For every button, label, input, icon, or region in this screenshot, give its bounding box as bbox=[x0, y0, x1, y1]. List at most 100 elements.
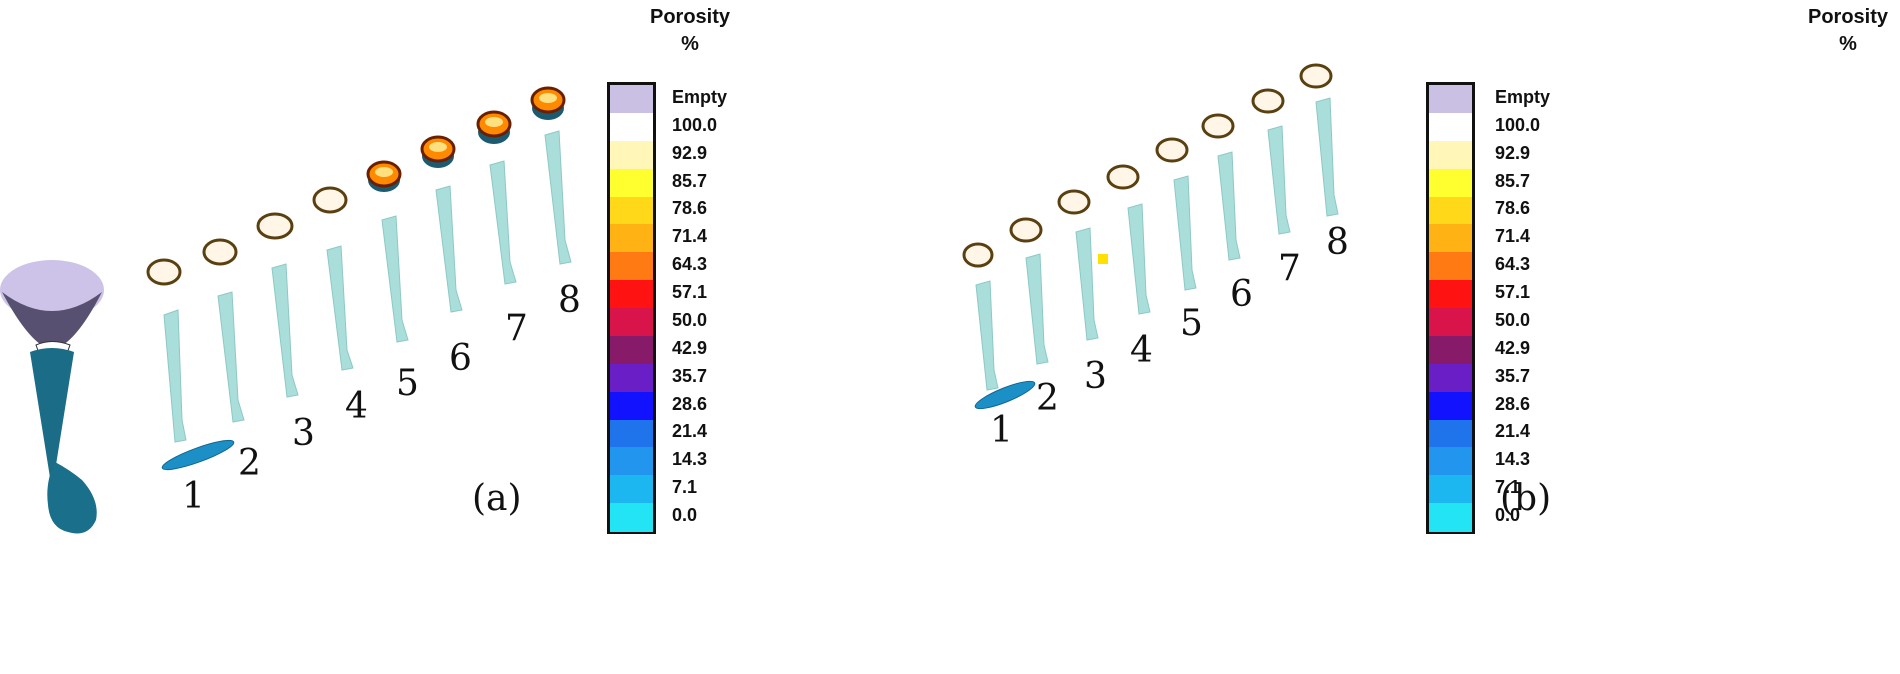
legend-a-label-level-6: 57.1 bbox=[672, 282, 708, 303]
panel-a: 1 2 3 4 5 6 7 8 (a) Porosity % Empty 100.… bbox=[0, 0, 762, 674]
panel-b-label: (b) bbox=[1500, 478, 1552, 519]
cap-7 bbox=[1251, 88, 1285, 114]
cap-5 bbox=[1155, 137, 1189, 163]
legend-a-label-level-10: 28.6 bbox=[672, 393, 708, 414]
legend-b-swatch-level-12 bbox=[1429, 447, 1472, 476]
legend-b-label-level-0: 100.0 bbox=[1495, 114, 1541, 135]
specimen-label-1: 1 bbox=[990, 410, 1013, 451]
legend-b-label-level-6: 57.1 bbox=[1495, 282, 1531, 303]
legend-a-title: Porosity % bbox=[640, 4, 740, 58]
legend-b-swatch-level-2 bbox=[1429, 168, 1472, 197]
rod-4 bbox=[1127, 203, 1151, 315]
rods bbox=[163, 130, 572, 443]
legend-b-swatch-level-7 bbox=[1429, 308, 1472, 337]
legend-b-swatch-level-13 bbox=[1429, 475, 1472, 504]
legend-b-swatch-empty bbox=[1429, 85, 1472, 114]
legend-b-label-level-2: 85.7 bbox=[1495, 170, 1531, 191]
legend-a-label-level-7: 50.0 bbox=[672, 309, 708, 330]
specimen-label-3: 3 bbox=[1084, 356, 1107, 397]
cap-6 bbox=[1201, 113, 1235, 139]
legend-a-label-level-14: 0.0 bbox=[672, 505, 698, 526]
legend-a-label-level-3: 78.6 bbox=[672, 198, 708, 219]
legend-a-label-level-4: 71.4 bbox=[672, 226, 708, 247]
legend-a-title-line1: Porosity bbox=[649, 6, 731, 28]
legend-a-swatch-level-0 bbox=[610, 112, 653, 142]
legend-a-swatch-level-3 bbox=[610, 196, 653, 225]
legend-a-swatch-level-5 bbox=[610, 252, 653, 281]
legend-b-swatch-level-6 bbox=[1429, 280, 1472, 309]
rod-2 bbox=[1025, 253, 1049, 365]
legend-a-label-level-5: 64.3 bbox=[672, 254, 708, 275]
legend-b-label-level-7: 50.0 bbox=[1495, 309, 1531, 330]
legend-a-swatch-level-14 bbox=[610, 503, 653, 532]
rod-3 bbox=[271, 263, 299, 398]
caps bbox=[962, 63, 1333, 268]
rod-1 bbox=[975, 280, 999, 391]
rod-6 bbox=[435, 185, 463, 313]
defect-blue bbox=[161, 439, 235, 471]
legend-b-swatch-level-4 bbox=[1429, 224, 1472, 253]
legend-b-bar bbox=[1426, 82, 1475, 534]
specimen-label-3: 3 bbox=[292, 413, 315, 454]
legend-b-label-level-3: 78.6 bbox=[1495, 198, 1531, 219]
specimen-label-8: 8 bbox=[558, 280, 581, 321]
specimen-label-5: 5 bbox=[1180, 303, 1203, 344]
legend-a-swatch-level-6 bbox=[610, 280, 653, 309]
legend-a-swatch-level-9 bbox=[610, 363, 653, 393]
legend-a-swatch-level-8 bbox=[610, 335, 653, 365]
legend-b-swatch-level-3 bbox=[1429, 196, 1472, 225]
cap-8 bbox=[530, 86, 566, 120]
legend-a-label-level-1: 92.9 bbox=[672, 142, 708, 163]
cone-side bbox=[2, 292, 102, 350]
rod-7 bbox=[489, 160, 517, 285]
panel-b: 1 2 3 4 5 6 7 8 (b) Porosity % Empty 100.… bbox=[950, 0, 1900, 674]
legend-b-title-line2: % bbox=[1839, 33, 1857, 55]
rod-2 bbox=[217, 291, 245, 423]
legend-b-label-level-11: 21.4 bbox=[1495, 421, 1531, 442]
legend-b-swatch-level-1 bbox=[1429, 140, 1472, 170]
legend-b-swatch-level-9 bbox=[1429, 363, 1472, 393]
rod-7 bbox=[1267, 125, 1291, 235]
cap-3 bbox=[256, 212, 294, 240]
defect-blue bbox=[974, 380, 1036, 410]
panel-a-diagram: 1 2 3 4 5 6 7 8 bbox=[0, 86, 581, 534]
rod-6 bbox=[1217, 151, 1241, 261]
legend-a-swatch-level-1 bbox=[610, 140, 653, 170]
specimen-label-1: 1 bbox=[182, 476, 205, 517]
cap-2 bbox=[202, 238, 238, 266]
legend-a-swatch-level-7 bbox=[610, 308, 653, 337]
panel-b-diagram: 1 2 3 4 5 6 7 8 bbox=[962, 63, 1349, 451]
legend-a-label-level-13: 7.1 bbox=[672, 477, 698, 498]
lump bbox=[47, 462, 97, 534]
legend-b-label-level-13: 7.1 bbox=[1495, 477, 1521, 498]
specimen-label-7: 7 bbox=[505, 308, 528, 349]
legend-a-swatch-level-10 bbox=[610, 391, 653, 420]
legend-a-title-line2: % bbox=[681, 33, 699, 55]
rod-8 bbox=[544, 130, 572, 265]
legend-b-label-level-14: 0.0 bbox=[1495, 505, 1521, 526]
cap-5 bbox=[366, 160, 402, 192]
rod-5 bbox=[381, 215, 409, 343]
legend-b-label-level-12: 14.3 bbox=[1495, 449, 1531, 470]
specimen-label-4: 4 bbox=[345, 386, 368, 427]
rod-3 bbox=[1075, 227, 1099, 341]
specimen-label-4: 4 bbox=[1130, 330, 1153, 371]
specimen-label-2: 2 bbox=[1036, 378, 1059, 419]
legend-b-label-level-9: 35.7 bbox=[1495, 365, 1531, 386]
specimen-label-8: 8 bbox=[1326, 222, 1349, 263]
defect-yellow bbox=[1098, 254, 1108, 264]
specimen-label-5: 5 bbox=[396, 363, 419, 404]
rod-4 bbox=[326, 245, 354, 371]
legend-a-label-empty: Empty bbox=[672, 86, 728, 107]
cone-top bbox=[0, 260, 104, 320]
legend-b-label-level-4: 71.4 bbox=[1495, 226, 1531, 247]
cap-4 bbox=[312, 186, 348, 214]
legend-a-labels: Empty 100.0 92.9 85.7 78.6 71.4 64.3 57.1 50.0 42… bbox=[672, 0, 762, 674]
legend-b-title-line1: Porosity bbox=[1807, 6, 1889, 28]
legend-a-swatch-level-4 bbox=[610, 224, 653, 253]
cap-7 bbox=[476, 110, 512, 144]
legend-a-label-level-2: 85.7 bbox=[672, 170, 708, 191]
legend-b-title: Porosity % bbox=[1798, 4, 1898, 58]
specimen-label-2: 2 bbox=[238, 443, 261, 484]
rod-5 bbox=[1173, 175, 1197, 291]
